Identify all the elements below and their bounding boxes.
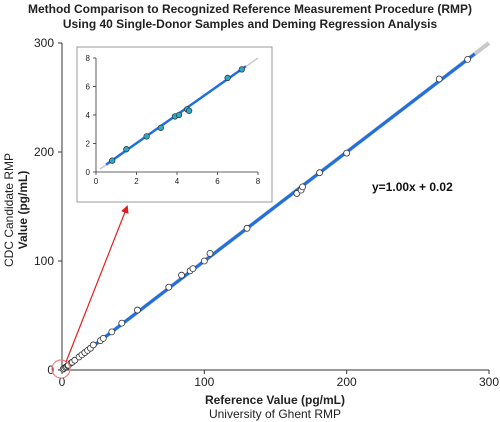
- inset-plot-area: 0 2 4 6 8 0 2 4 6 8: [76, 46, 273, 203]
- x-axis-sublabel: University of Ghent RMP: [209, 407, 341, 421]
- inset-data-point: [123, 146, 130, 153]
- inset-x-tick-label: 0: [94, 177, 99, 186]
- data-point: [108, 328, 116, 336]
- inset-y-tick-label: 4: [86, 111, 91, 120]
- data-point: [200, 257, 208, 265]
- inset-x-tick-label: 8: [256, 177, 261, 186]
- inset-y-tick-label: 2: [86, 140, 91, 149]
- x-tick-label: 200: [337, 375, 357, 389]
- x-tick-label: 0: [59, 375, 66, 389]
- data-point: [299, 183, 306, 191]
- data-point: [99, 334, 107, 342]
- y-tick-label: 300: [34, 36, 54, 50]
- inset-data-point: [224, 74, 231, 82]
- x-tick-label: 300: [479, 375, 499, 389]
- data-point: [89, 341, 97, 349]
- y-axis-label: CDC Candidate RMP: [2, 153, 16, 267]
- data-point: [178, 271, 185, 279]
- x-axis-label: Reference Value (pg/mL): [205, 393, 345, 407]
- inset-y-tick-label: 6: [86, 83, 91, 92]
- inset-frame: [76, 46, 273, 203]
- inset-data-point: [175, 111, 183, 119]
- origin-highlight-circle: [51, 359, 71, 379]
- data-point: [316, 169, 324, 177]
- zoom-arrow: [65, 205, 129, 363]
- y-tick-label: 0: [47, 363, 54, 377]
- data-point: [165, 283, 173, 291]
- data-point: [243, 224, 251, 232]
- y-axis-sublabel: Value (pg/mL): [16, 171, 30, 250]
- regression-equation: y=1.00x + 0.02: [372, 180, 453, 194]
- regression-line: [61, 52, 476, 372]
- inset-x-tick-label: 6: [215, 177, 220, 186]
- x-tick-label: 100: [194, 375, 214, 389]
- inset-data-point: [238, 66, 245, 73]
- inset-data-point: [185, 107, 193, 114]
- y-tick-label: 100: [34, 254, 54, 268]
- data-point: [435, 75, 443, 83]
- inset-y-tick-label: 8: [86, 54, 91, 63]
- data-point: [206, 249, 214, 257]
- data-point: [118, 319, 126, 327]
- data-point: [464, 55, 472, 63]
- chart-title-line-1: Method Comparison to Recognized Referenc…: [28, 2, 472, 16]
- chart-title-line-2: Using 40 Single-Donor Samples and Deming…: [63, 17, 438, 31]
- inset-x-tick-label: 2: [134, 177, 139, 186]
- inset-data-point: [143, 133, 150, 140]
- y-tick-label: 200: [34, 145, 54, 159]
- inset-y-tick-label: 0: [86, 168, 91, 177]
- inset-data-point: [157, 124, 164, 131]
- data-point: [189, 265, 197, 273]
- data-point: [343, 149, 351, 157]
- data-point: [134, 306, 141, 314]
- inset-data-point: [109, 157, 116, 164]
- inset-x-tick-label: 4: [175, 177, 180, 186]
